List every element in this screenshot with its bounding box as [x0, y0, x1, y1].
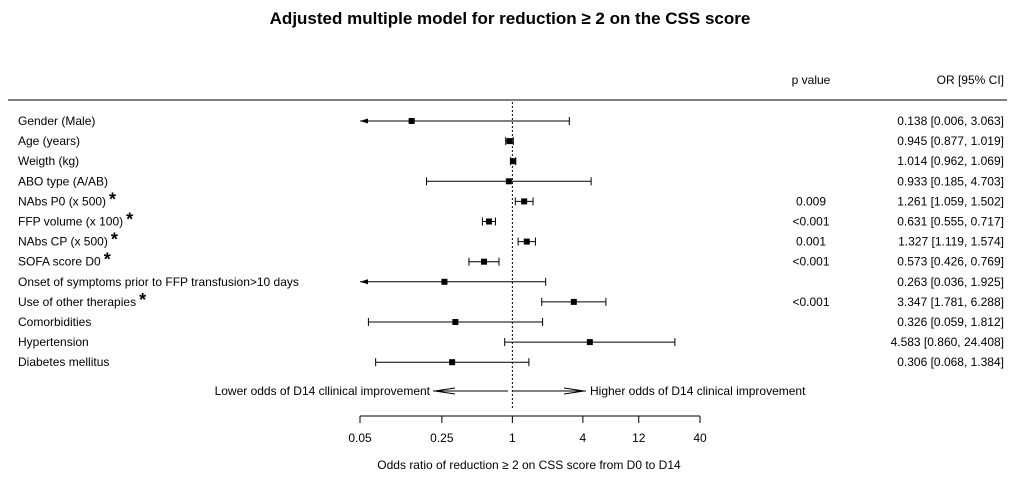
or-ci-value: 0.326 [0.059, 1.812]	[897, 315, 1004, 329]
p-value: <0.001	[792, 295, 829, 309]
x-tick-label: 1	[509, 431, 516, 445]
row-label: Onset of symptoms prior to FFP transfusi…	[18, 275, 299, 289]
forest-row: NAbs P0 (x 500) * 0.009 1.261 [1.059, 1.502…	[18, 189, 1004, 209]
or-ci-value: 0.138 [0.006, 3.063]	[897, 114, 1004, 128]
ci-clip-arrow	[360, 118, 368, 124]
forest-row: SOFA score D0 * <0.001 0.573 [0.426, 0.769]	[18, 250, 1004, 270]
row-label: Gender (Male)	[18, 114, 95, 128]
row-label: SOFA score D0	[18, 255, 101, 269]
forest-row: Weigth (kg) 1.014 [0.962, 1.069]	[18, 154, 1004, 168]
x-tick-label: 40	[693, 431, 707, 445]
or-point	[506, 138, 513, 145]
or-ci-header: OR [95% CI]	[937, 73, 1004, 87]
forest-row: Hypertension 4.583 [0.860, 24.408]	[18, 335, 1004, 349]
or-point	[586, 339, 593, 346]
or-ci-value: 0.933 [0.185, 4.703]	[897, 174, 1004, 188]
or-point	[441, 278, 448, 285]
forest-row: Comorbidities 0.326 [0.059, 1.812]	[18, 315, 1004, 329]
forest-row: NAbs CP (x 500) * 0.001 1.327 [1.119, 1.574…	[18, 230, 1004, 250]
or-point	[452, 319, 459, 325]
or-point	[481, 258, 488, 265]
row-label: Weigth (kg)	[18, 154, 79, 168]
or-ci-value: 0.945 [0.877, 1.019]	[897, 134, 1004, 148]
significance-marker: *	[139, 290, 146, 310]
or-point	[523, 238, 530, 245]
forest-row: Use of other therapies * <0.001 3.347 [1.78…	[18, 290, 1004, 310]
or-point	[570, 298, 577, 305]
row-label: Hypertension	[18, 335, 89, 349]
row-label: Use of other therapies	[18, 295, 136, 309]
higher-odds-label: Higher odds of D14 clinical improvement	[590, 384, 806, 398]
x-tick-label: 0.05	[348, 431, 372, 445]
significance-marker: *	[126, 210, 133, 230]
significance-marker: *	[111, 230, 118, 250]
or-point	[485, 218, 492, 225]
chart-title: Adjusted multiple model for reduction ≥ …	[270, 9, 751, 28]
or-ci-value: 1.327 [1.119, 1.574]	[898, 235, 1004, 249]
row-label: FFP volume (x 100)	[18, 215, 123, 229]
higher-odds-arrowhead	[563, 387, 585, 395]
x-tick-label: 4	[580, 431, 587, 445]
or-ci-value: 1.261 [1.059, 1.502]	[897, 194, 1004, 208]
row-label: Age (years)	[18, 134, 80, 148]
or-ci-value: 0.306 [0.068, 1.384]	[897, 355, 1004, 369]
forest-row: Diabetes mellitus 0.306 [0.068, 1.384]	[18, 355, 1004, 369]
forest-row: Onset of symptoms prior to FFP transfusi…	[18, 275, 1004, 289]
x-tick-label: 0.25	[430, 431, 454, 445]
row-label: ABO type (A/AB)	[18, 174, 108, 188]
lower-odds-label: Lower odds of D14 cllinical improvement	[215, 384, 431, 398]
p-value: 0.009	[796, 194, 826, 208]
forest-row: Gender (Male) 0.138 [0.006, 3.063]	[18, 114, 1004, 128]
or-point	[521, 198, 528, 205]
or-ci-value: 0.573 [0.426, 0.769]	[897, 255, 1004, 269]
lower-odds-arrowhead	[434, 387, 456, 395]
row-label: NAbs CP (x 500)	[18, 235, 108, 249]
significance-marker: *	[104, 250, 111, 270]
row-label: Comorbidities	[18, 315, 91, 329]
or-ci-value: 4.583 [0.860, 24.408]	[891, 335, 1004, 349]
p-value: <0.001	[792, 215, 829, 229]
or-ci-value: 3.347 [1.781, 6.288]	[897, 295, 1004, 309]
row-label: NAbs P0 (x 500)	[18, 194, 106, 208]
p-value: 0.001	[796, 235, 826, 249]
ci-clip-arrow	[360, 279, 368, 285]
p-value: <0.001	[792, 255, 829, 269]
forest-row: Age (years) 0.945 [0.877, 1.019]	[18, 134, 1004, 148]
or-point	[505, 178, 512, 185]
or-ci-value: 0.263 [0.036, 1.925]	[897, 275, 1004, 289]
x-tick-label: 12	[632, 431, 646, 445]
x-axis-label: Odds ratio of reduction ≥ 2 on CSS score…	[377, 458, 681, 472]
or-ci-value: 1.014 [0.962, 1.069]	[897, 154, 1004, 168]
row-label: Diabetes mellitus	[18, 355, 109, 369]
pvalue-header: p value	[792, 73, 831, 87]
or-point	[449, 359, 456, 366]
significance-marker: *	[109, 189, 116, 209]
forest-row: ABO type (A/AB) 0.933 [0.185, 4.703]	[18, 174, 1004, 188]
or-ci-value: 0.631 [0.555, 0.717]	[897, 215, 1004, 229]
forest-row: FFP volume (x 100) * <0.001 0.631 [0.555, 0…	[18, 210, 1004, 230]
or-point	[408, 118, 415, 124]
or-point	[510, 158, 517, 165]
